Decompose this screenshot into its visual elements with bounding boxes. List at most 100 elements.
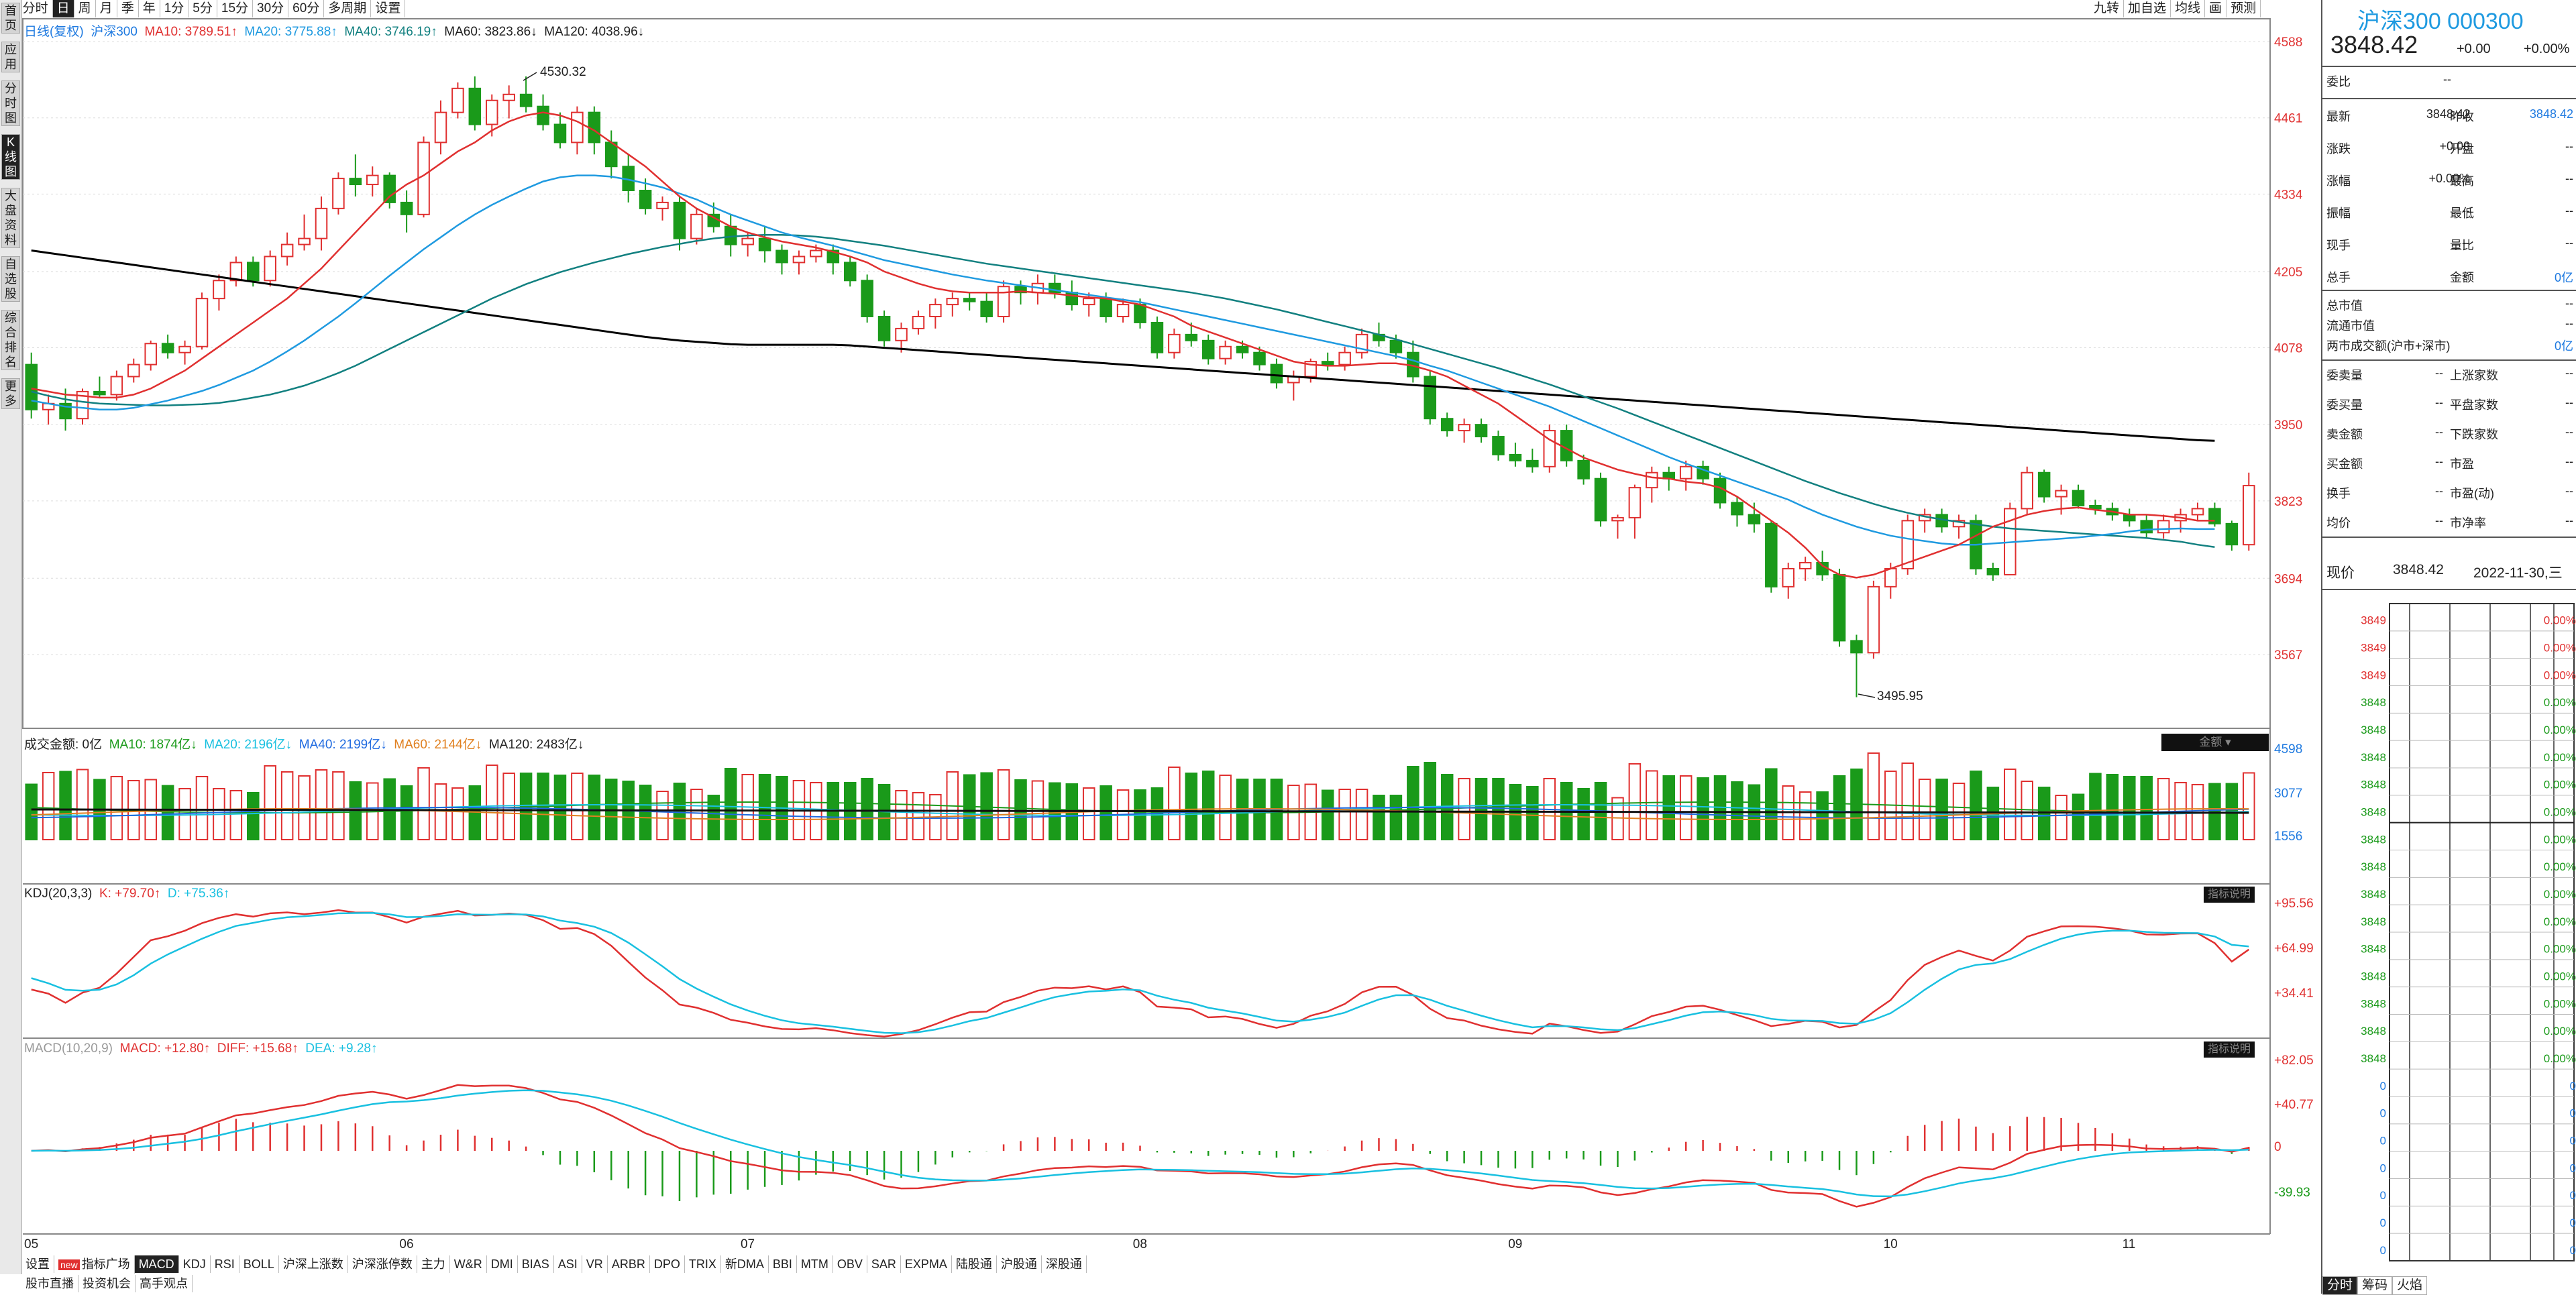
month-label: 09 (1508, 1237, 1523, 1251)
kline-chart[interactable]: 4588 4461 4334 4205 4078 3950 3823 3694 3567 4598… (0, 0, 2321, 1294)
candle-body (588, 111, 601, 144)
indicator-tab-13[interactable]: VR (582, 1255, 608, 1273)
candle-body (929, 304, 942, 318)
indicator-tab-9[interactable]: W&R (450, 1255, 487, 1273)
candle-body (1577, 459, 1590, 480)
indicator-tab-14[interactable]: ARBR (608, 1255, 650, 1273)
indicator-tab-19[interactable]: MTM (797, 1255, 833, 1273)
indicator-tab-7[interactable]: 沪深涨停数 (348, 1255, 417, 1273)
indicator-tab-21[interactable]: SAR (867, 1255, 901, 1273)
period-12[interactable]: 设置 (371, 0, 406, 17)
price-axis-label: 3694 (2274, 572, 2303, 586)
quote2-value-b: -- (2565, 366, 2573, 380)
right-tool-4[interactable]: 预测 (2226, 0, 2261, 17)
quote-value-b: 0亿 (2554, 271, 2573, 284)
period-6[interactable]: 1分 (160, 0, 189, 17)
legend-ma10: MA10: 3789.51↑ (144, 25, 237, 39)
indicator-tab-23[interactable]: 陆股通 (952, 1255, 997, 1273)
candle-body (502, 93, 515, 101)
indicator-tab-1[interactable]: new 指标广场 (54, 1255, 135, 1274)
period-2[interactable]: 周 (74, 0, 96, 17)
macd-tag[interactable]: 指标说明 (2204, 1041, 2255, 1058)
right-tool-2[interactable]: 均线 (2171, 0, 2206, 17)
sidebar-item-5[interactable]: 自选股 (1, 256, 20, 302)
indicator-tab-15[interactable]: DPO (650, 1255, 685, 1273)
right-tool-1[interactable]: 加自选 (2124, 0, 2171, 17)
indicator-tab-6[interactable]: 沪深上涨数 (279, 1255, 348, 1273)
quote2-value-a: -- (2435, 484, 2443, 498)
period-8[interactable]: 15分 (217, 0, 254, 17)
period-1[interactable]: 日 (52, 0, 74, 17)
sidebar-item-1[interactable]: 应用 (1, 42, 20, 72)
indicator-tab-3[interactable]: KDJ (179, 1255, 211, 1273)
indicator-tab-11[interactable]: BIAS (518, 1255, 554, 1273)
indicator-tab-16[interactable]: TRIX (685, 1255, 721, 1273)
candle-body (1748, 514, 1761, 524)
tick-pct: 0.00% (2544, 724, 2576, 736)
candle-body (1697, 465, 1709, 480)
indicator-tab-12[interactable]: ASI (554, 1255, 582, 1273)
period-0[interactable]: 分时 (19, 0, 53, 17)
period-5[interactable]: 年 (139, 0, 160, 17)
candle-body (1474, 424, 1488, 438)
period-9[interactable]: 30分 (253, 0, 289, 17)
candle-body (724, 225, 737, 245)
sidebar-item-4[interactable]: 大盘资料 (1, 188, 20, 248)
volume-bar (1816, 791, 1829, 840)
period-4[interactable]: 季 (117, 0, 139, 17)
period-10[interactable]: 60分 (288, 0, 325, 17)
indicator-tab-8[interactable]: 主力 (417, 1255, 450, 1273)
indicator-tab-4[interactable]: RSI (211, 1255, 239, 1273)
period-3[interactable]: 月 (96, 0, 117, 17)
volume-bar (1526, 786, 1539, 840)
indicator-tab-25[interactable]: 深股通 (1042, 1255, 1087, 1273)
bottom-link-1[interactable]: 投资机会 (78, 1275, 136, 1292)
quote-value-b: -- (2565, 204, 2573, 217)
bottom-link-0[interactable]: 股市直播 (21, 1275, 78, 1292)
quote2-value-b: -- (2565, 425, 2573, 439)
kdj-tag[interactable]: 指标说明 (2204, 887, 2255, 903)
indicator-tab-0[interactable]: 设置 (21, 1255, 54, 1273)
candle-body (912, 316, 925, 329)
indicator-tab-22[interactable]: EXPMA (901, 1255, 952, 1273)
sidebar-item-7[interactable]: 更多 (1, 378, 20, 409)
cap-label: 两市成交额(沪市+深市) (2326, 339, 2451, 353)
sidebar-item-2[interactable]: 分时图 (1, 80, 20, 126)
volume-tag[interactable]: 金额 ▾ (2161, 734, 2269, 751)
tick-price: 0 (2380, 1244, 2386, 1257)
indicator-tab-24[interactable]: 沪股通 (997, 1255, 1042, 1273)
high-annotation: 4530.32 (540, 65, 586, 79)
quote-tab-2[interactable]: 火焰 (2392, 1276, 2428, 1295)
indicator-tab-20[interactable]: OBV (833, 1255, 867, 1273)
period-7[interactable]: 5分 (189, 0, 217, 17)
quote2-label-a: 换手 (2326, 487, 2351, 500)
indicator-tab-5[interactable]: BOLL (239, 1255, 279, 1273)
candle-body (1338, 351, 1351, 365)
quote-tab-1[interactable]: 筹码 (2357, 1276, 2393, 1295)
indicator-tab-10[interactable]: DMI (487, 1255, 518, 1273)
tick-price: 3848 (2361, 997, 2386, 1010)
candle-body (1679, 465, 1693, 480)
period-11[interactable]: 多周期 (324, 0, 372, 17)
tick-price: 3848 (2361, 970, 2386, 982)
bottom-link-2[interactable]: 高手观点 (136, 1275, 193, 1292)
quote-tab-0[interactable]: 分时 (2322, 1276, 2358, 1295)
indicator-tab-17[interactable]: 新DMA (721, 1255, 769, 1273)
quote-label-b: 最低 (2450, 207, 2474, 220)
right-tool-0[interactable]: 九转 (2090, 0, 2125, 17)
sidebar-item-0[interactable]: 首页 (1, 3, 20, 34)
kdj-d: D: +75.36↑ (167, 887, 230, 901)
quote2-value-b: -- (2565, 396, 2573, 409)
candle-body (1901, 520, 1915, 569)
vol-ma60: MA60: 2144亿↓ (394, 738, 482, 752)
sidebar-item-6[interactable]: 综合排名 (1, 310, 20, 370)
volume-bar (1014, 779, 1027, 840)
indicator-tab-18[interactable]: BBI (769, 1255, 797, 1273)
volume-bar (400, 785, 413, 840)
sidebar-item-3[interactable]: K线图 (1, 134, 20, 180)
candle-body (110, 376, 123, 396)
kdj-axis-label: +95.56 (2274, 897, 2314, 911)
indicator-tab-2[interactable]: MACD (134, 1255, 179, 1273)
right-tool-3[interactable]: 画 (2205, 0, 2227, 17)
tick-pct: 0.00% (2544, 805, 2576, 818)
